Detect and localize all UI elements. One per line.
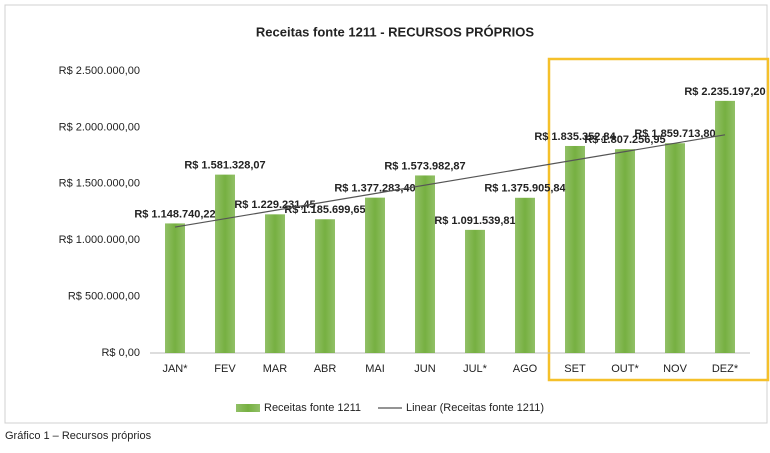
y-tick-label: R$ 500.000,00	[68, 291, 140, 303]
value-label: R$ 1.091.539,81	[434, 215, 515, 227]
value-label: R$ 1.807.256,95	[584, 134, 665, 146]
x-tick-label: JUN	[414, 363, 435, 375]
x-tick-label: MAR	[263, 363, 288, 375]
value-label: R$ 1.148.740,22	[134, 208, 215, 220]
value-label: R$ 1.835.352,84	[534, 131, 616, 143]
y-tick-label: R$ 2.000.000,00	[59, 121, 140, 133]
x-tick-label: JUL*	[463, 363, 488, 375]
bar	[315, 219, 335, 353]
value-label: R$ 1.229.231,45	[234, 199, 315, 211]
legend-swatch	[236, 404, 260, 412]
x-tick-label: SET	[564, 363, 586, 375]
bar	[415, 175, 435, 353]
x-tick-label: JAN*	[162, 363, 188, 375]
value-label: R$ 1.375.905,84	[484, 183, 566, 195]
bar	[615, 149, 635, 353]
bar	[215, 174, 235, 353]
y-tick-label: R$ 2.500.000,00	[59, 65, 140, 77]
bar	[365, 197, 385, 353]
value-label: R$ 1.377.283,40	[334, 183, 415, 195]
bar	[665, 143, 685, 353]
value-label: R$ 1.581.328,07	[184, 160, 265, 172]
legend-label: Linear (Receitas fonte 1211)	[406, 402, 544, 414]
chart-title: Receitas fonte 1211 - RECURSOS PRÓPRIOS	[256, 24, 534, 39]
y-tick-label: R$ 0,00	[101, 347, 140, 359]
y-tick-label: R$ 1.000.000,00	[59, 234, 140, 246]
value-label: R$ 1.859.713,80	[634, 128, 715, 140]
value-label: R$ 2.235.197,20	[684, 86, 765, 98]
x-tick-label: NOV	[663, 363, 688, 375]
x-tick-label: DEZ*	[712, 363, 739, 375]
x-tick-label: AGO	[513, 363, 538, 375]
value-label: R$ 1.185.699,65	[284, 204, 365, 216]
bar	[565, 145, 585, 353]
x-tick-label: ABR	[314, 363, 337, 375]
x-tick-label: MAI	[365, 363, 385, 375]
value-label: R$ 1.573.982,87	[384, 160, 465, 172]
bar	[265, 214, 285, 353]
bar	[165, 223, 185, 353]
trendline	[174, 134, 726, 228]
y-tick-label: R$ 1.500.000,00	[59, 178, 140, 190]
bar	[515, 197, 535, 353]
caption: Gráfico 1 – Recursos próprios	[5, 430, 152, 442]
bar	[465, 229, 485, 353]
bar	[715, 100, 735, 354]
x-tick-label: FEV	[214, 363, 236, 375]
x-tick-label: OUT*	[611, 363, 639, 375]
legend-label: Receitas fonte 1211	[264, 402, 361, 414]
highlight-box	[547, 57, 770, 382]
